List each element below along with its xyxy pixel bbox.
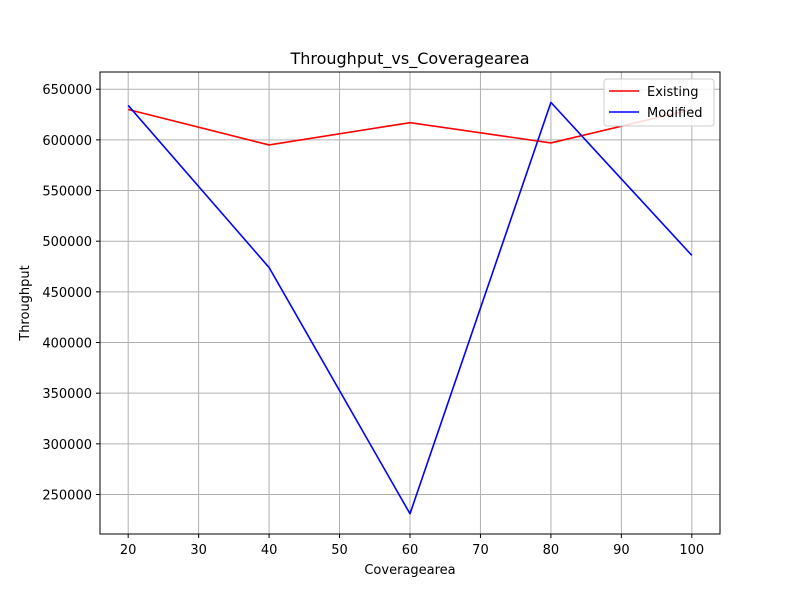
- x-tick-label: 90: [613, 543, 630, 558]
- y-tick-label: 600000: [42, 134, 92, 149]
- series-lines: [127, 101, 693, 515]
- legend-label-existing: Existing: [647, 85, 699, 100]
- legend: Existing Modified: [603, 78, 715, 127]
- y-tick-label: 550000: [42, 185, 92, 200]
- y-tick-label: 300000: [42, 438, 92, 453]
- y-tick-label: 350000: [42, 387, 92, 402]
- y-tick-label: 500000: [42, 235, 92, 250]
- y-tick-label: 400000: [42, 337, 92, 352]
- x-axis-label: Coveragearea: [364, 563, 455, 578]
- x-tick-label: 50: [331, 543, 348, 558]
- x-tick-label: 60: [402, 543, 419, 558]
- x-tick-label: 70: [472, 543, 489, 558]
- series-line-existing: [127, 108, 693, 146]
- y-axis-label: Throughput: [18, 265, 33, 342]
- grid-lines: [100, 72, 720, 534]
- y-axis-ticks: 250000 300000 350000 400000 450000 500000 5500…: [42, 83, 100, 503]
- x-tick-label: 30: [190, 543, 207, 558]
- x-axis-ticks: 20 30 40 50 60 70 80 90 100: [120, 534, 704, 558]
- x-tick-label: 100: [679, 543, 704, 558]
- x-tick-label: 40: [261, 543, 278, 558]
- y-tick-label: 650000: [42, 83, 92, 98]
- x-tick-label: 80: [543, 543, 560, 558]
- legend-label-modified: Modified: [647, 106, 702, 121]
- x-tick-label: 20: [120, 543, 137, 558]
- chart-title: Throughput_vs_Coveragearea: [289, 49, 529, 69]
- series-line-modified: [127, 101, 693, 515]
- y-tick-label: 450000: [42, 286, 92, 301]
- y-tick-label: 250000: [42, 488, 92, 503]
